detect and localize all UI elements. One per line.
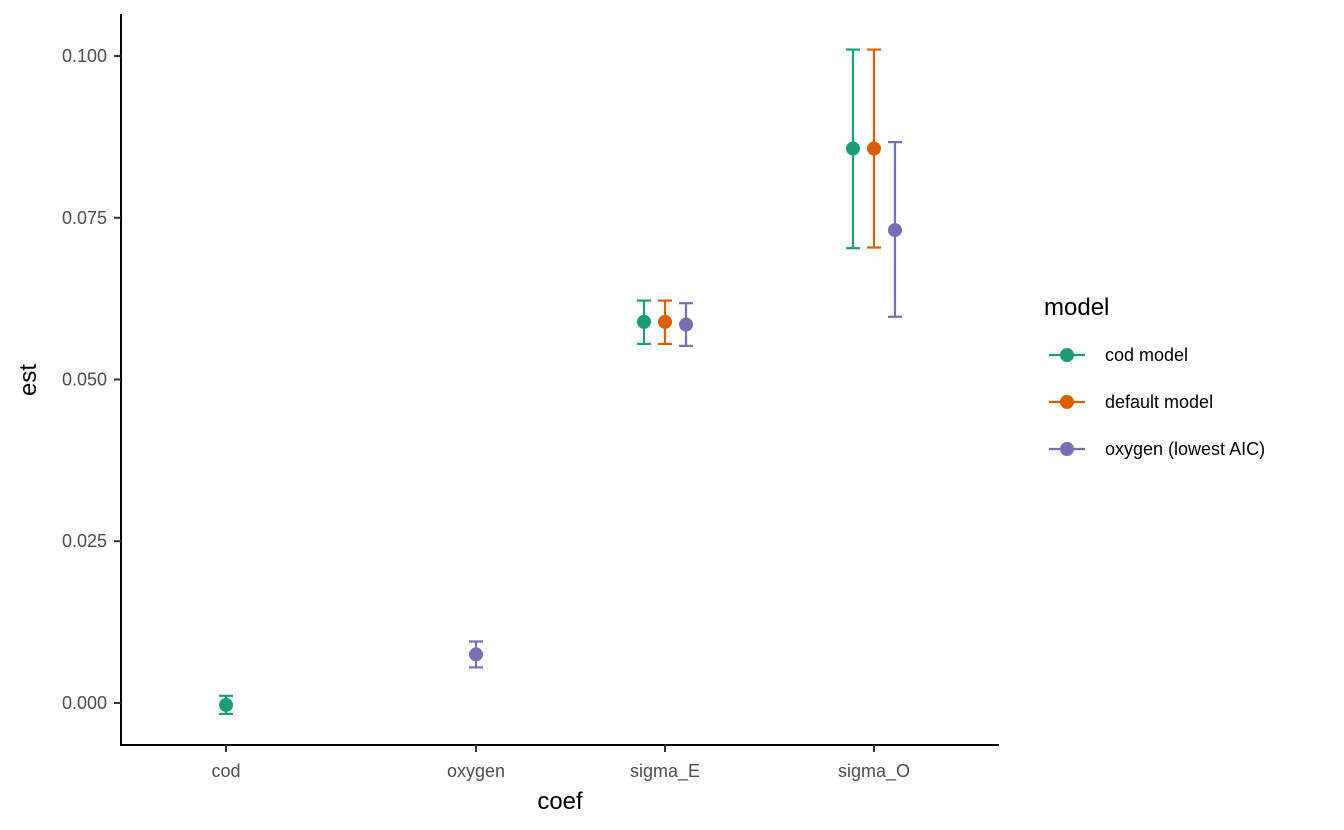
point-cod-model-sigma_e	[637, 299, 651, 346]
point-cod-model-cod	[219, 694, 233, 716]
y-tick-label: 0.075	[62, 208, 107, 228]
y-tick-label: 0.100	[62, 46, 107, 66]
legend-label: default model	[1105, 392, 1213, 412]
legend-label: cod model	[1105, 345, 1188, 365]
point-default-model-sigma_e	[658, 299, 672, 346]
legend-key-marker	[1060, 442, 1074, 456]
x-tick-label: sigma_E	[630, 761, 700, 782]
y-axis-title: est	[15, 364, 42, 396]
y-tick-label: 0.000	[62, 693, 107, 713]
point-default-model-sigma_o	[867, 48, 881, 249]
x-tick-label: sigma_O	[838, 761, 910, 782]
point-marker	[679, 317, 693, 332]
y-tick-label: 0.050	[62, 370, 107, 390]
legend-item-cod-model: cod model	[1049, 345, 1188, 365]
point-marker	[867, 141, 881, 156]
point-marker	[469, 647, 483, 662]
point-oxygen-lowest-aic--oxygen	[469, 640, 483, 669]
y-tick-label: 0.025	[62, 531, 107, 551]
legend: model cod model default model oxygen (lowe…	[1044, 294, 1265, 459]
y-ticks: 0.000 0.025 0.050 0.075 0.100	[62, 46, 121, 713]
plot-area	[219, 48, 902, 716]
legend-label: oxygen (lowest AIC)	[1105, 439, 1265, 459]
x-ticks: cod oxygen sigma_E sigma_O	[211, 745, 910, 782]
x-axis-title: coef	[537, 788, 583, 815]
x-tick-label: oxygen	[447, 761, 505, 781]
point-marker	[219, 697, 233, 712]
legend-key-marker	[1060, 348, 1074, 362]
point-oxygen-lowest-aic--sigma_o	[888, 140, 902, 318]
legend-item-oxygen-lowest-aic-: oxygen (lowest AIC)	[1049, 439, 1265, 459]
legend-item-default-model: default model	[1049, 392, 1213, 412]
point-cod-model-sigma_o	[846, 48, 860, 250]
legend-items: cod model default model oxygen (lowest AIC…	[1049, 345, 1265, 459]
point-marker	[637, 314, 651, 329]
point-marker	[658, 314, 672, 329]
point-marker	[846, 141, 860, 156]
legend-title: model	[1044, 294, 1109, 321]
x-tick-label: cod	[211, 761, 240, 781]
legend-key-marker	[1060, 395, 1074, 409]
point-marker	[888, 223, 902, 238]
axes: 0.000 0.025 0.050 0.075 0.100 cod oxygen sigma…	[15, 14, 999, 815]
point-oxygen-lowest-aic--sigma_e	[679, 302, 693, 347]
